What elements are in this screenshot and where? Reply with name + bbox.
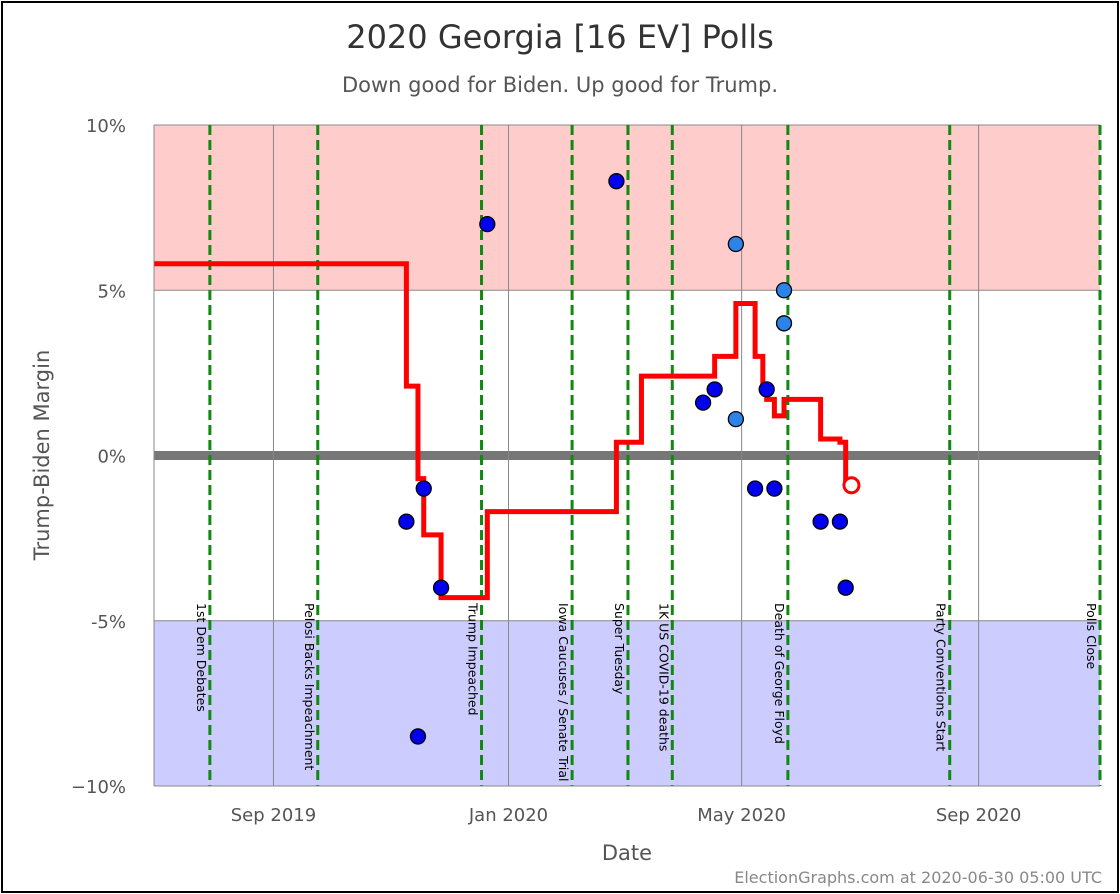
event-label: Party Conventions Start xyxy=(934,603,949,751)
average-line-group xyxy=(154,261,861,601)
y-axis-label: Trump-Biden Margin xyxy=(30,350,54,562)
event-label: Polls Close xyxy=(1084,603,1099,670)
poll-point xyxy=(608,173,625,190)
event-label: Super Tuesday xyxy=(612,603,627,695)
x-tick-label: May 2020 xyxy=(697,805,786,826)
poll-point xyxy=(727,410,745,428)
poll-point xyxy=(694,394,712,411)
y-tick-label: 10% xyxy=(86,116,126,137)
event-label: Pelosi Backs Impeachment xyxy=(302,603,317,770)
poll-points xyxy=(398,173,854,745)
poll-point xyxy=(831,513,849,530)
poll-point xyxy=(775,315,793,332)
event-label: 1K US COVID-19 deaths xyxy=(656,603,671,751)
x-axis-label: Date xyxy=(602,841,652,865)
poll-point xyxy=(706,381,723,398)
chart-title: 2020 Georgia [16 EV] Polls xyxy=(346,18,774,56)
x-tick-label: Sep 2020 xyxy=(936,805,1021,826)
poll-point xyxy=(479,215,496,233)
poll-point xyxy=(415,480,432,497)
axes: 10% 5% 0% -5% −10% Sep 2019 Jan 2020 May 2020 Se… xyxy=(71,116,1100,826)
chart-subtitle: Down good for Biden. Up good for Trump. xyxy=(342,73,778,97)
y-tick-label: 0% xyxy=(97,447,126,468)
poll-point xyxy=(727,235,745,253)
event-markers: 1st Dem Debates Pelosi Backs Impeachment T… xyxy=(194,125,1102,786)
event-label: 1st Dem Debates xyxy=(194,603,209,712)
poll-point xyxy=(766,480,783,497)
y-tick-label: -5% xyxy=(91,612,126,633)
event-label: Death of George Floyd xyxy=(772,603,787,744)
event-label: Iowa Caucuses / Senate Trial xyxy=(556,603,571,782)
poll-point xyxy=(775,282,793,299)
poll-point xyxy=(409,728,427,745)
poll-point xyxy=(746,480,764,497)
x-tick-label: Sep 2019 xyxy=(231,805,316,826)
credit-text: ElectionGraphs.com at 2020-06-30 05:00 U… xyxy=(734,868,1102,887)
poll-point xyxy=(432,579,450,596)
poll-point xyxy=(758,381,775,398)
poll-point xyxy=(812,513,829,530)
poll-point xyxy=(398,513,415,530)
average-end-marker xyxy=(842,476,861,495)
y-tick-label: −10% xyxy=(71,777,126,798)
poll-point xyxy=(837,579,854,596)
event-label: Trump Impeached xyxy=(466,602,481,716)
x-tick-label: Jan 2020 xyxy=(468,805,548,826)
average-line xyxy=(154,261,849,601)
y-tick-label: 5% xyxy=(97,281,126,302)
